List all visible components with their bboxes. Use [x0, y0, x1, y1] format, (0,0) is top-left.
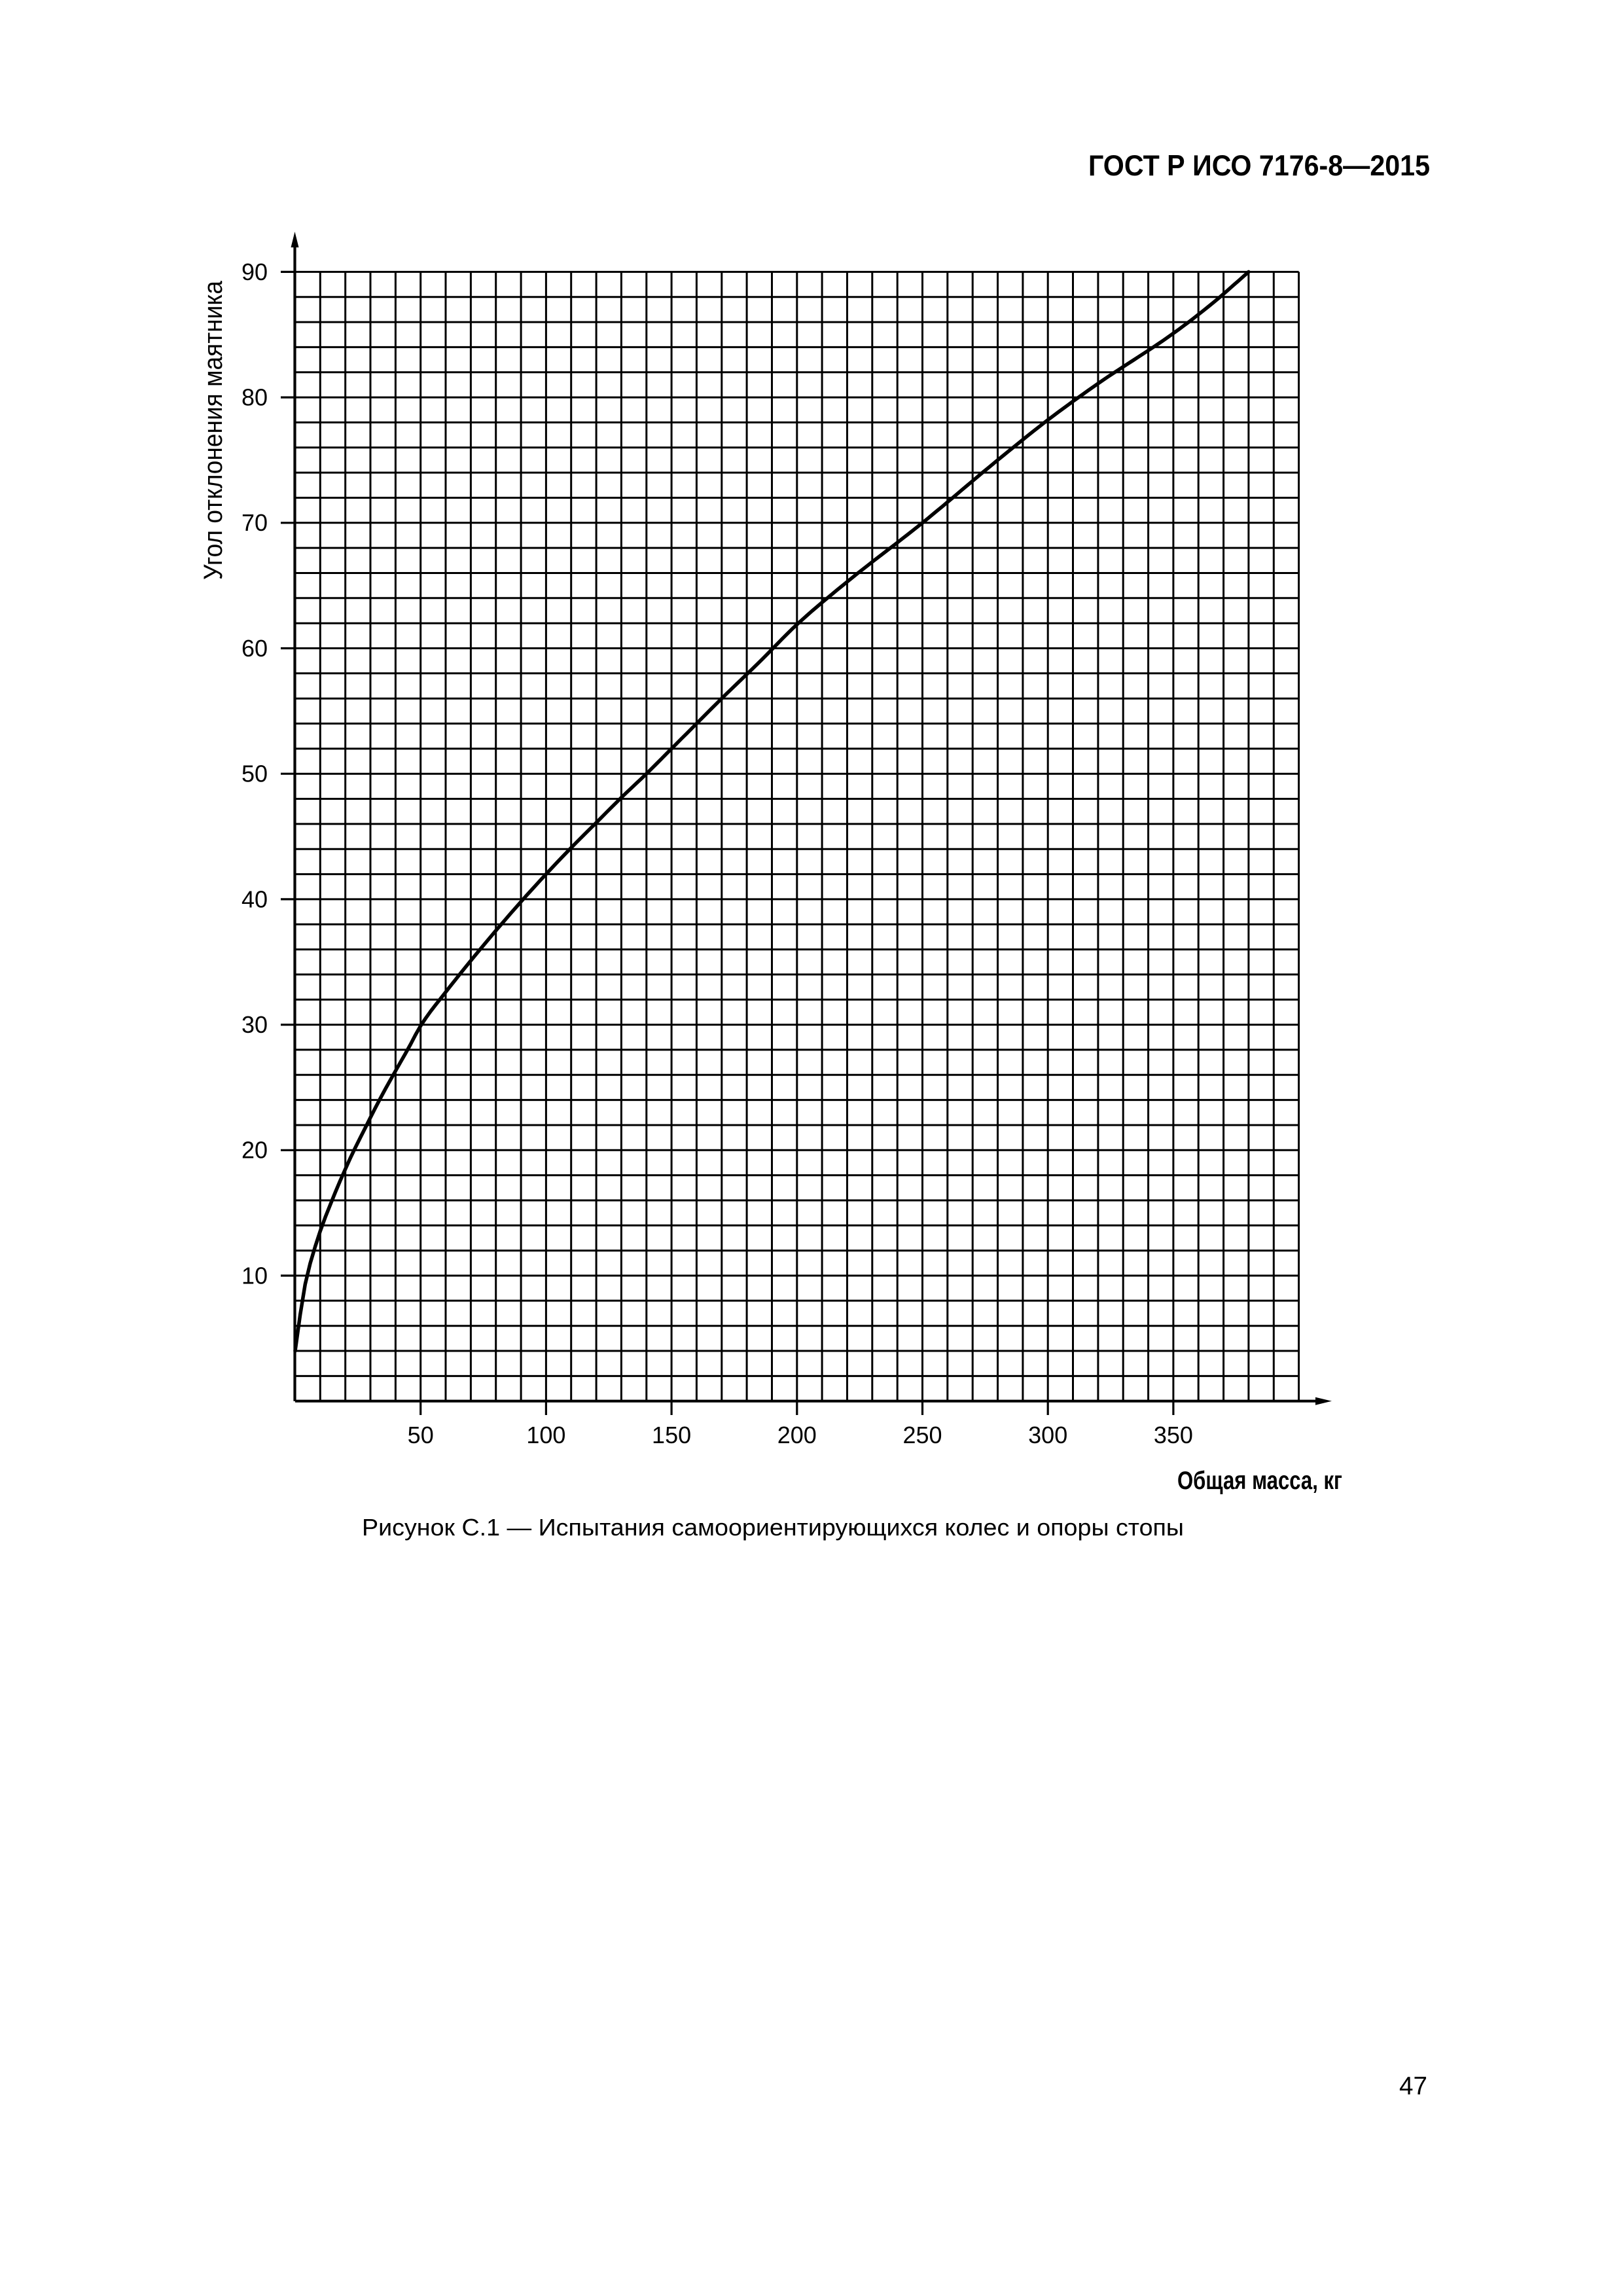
svg-text:20: 20: [241, 1137, 268, 1164]
svg-text:90: 90: [241, 259, 268, 285]
svg-text:70: 70: [241, 509, 268, 536]
svg-text:300: 300: [1028, 1422, 1067, 1448]
svg-text:10: 10: [241, 1262, 268, 1289]
svg-text:200: 200: [777, 1422, 817, 1448]
svg-text:ГОСТ Р ИСО 7176-8—2015: ГОСТ Р ИСО 7176-8—2015: [1088, 150, 1430, 182]
svg-text:50: 50: [408, 1422, 434, 1448]
svg-text:350: 350: [1154, 1422, 1193, 1448]
svg-text:60: 60: [241, 635, 268, 662]
svg-text:30: 30: [241, 1011, 268, 1038]
svg-text:47: 47: [1399, 2072, 1427, 2100]
svg-text:100: 100: [526, 1422, 565, 1448]
svg-text:80: 80: [241, 384, 268, 411]
svg-text:40: 40: [241, 886, 268, 912]
svg-text:Угол отклонения маятника: Угол отклонения маятника: [199, 280, 228, 580]
svg-text:Рисунок С.1 — Испытания самоор: Рисунок С.1 — Испытания самоориентирующи…: [362, 1514, 1184, 1541]
svg-text:250: 250: [902, 1422, 942, 1448]
svg-text:Общая масса, кг: Общая масса, кг: [1177, 1467, 1342, 1495]
svg-text:50: 50: [241, 761, 268, 787]
svg-text:150: 150: [652, 1422, 691, 1448]
